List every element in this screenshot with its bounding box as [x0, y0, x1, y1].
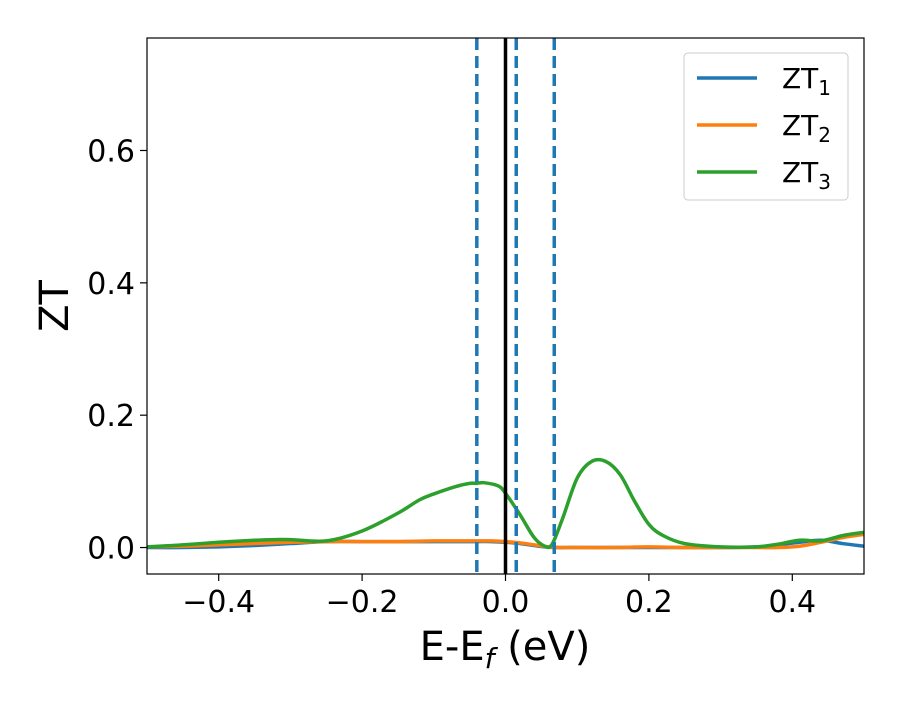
y-tick-label: 0.4: [87, 267, 135, 302]
plot-series-group: [147, 457, 864, 550]
y-axis: 0.0 0.2 0.4 0.6: [87, 134, 147, 567]
x-tick-label: 0.4: [768, 585, 816, 620]
legend-label-1: ZT1: [782, 62, 831, 100]
series-line-3: [147, 457, 864, 550]
x-tick-label: −0.2: [326, 585, 399, 620]
vertical-markers: [475, 38, 557, 574]
y-tick-label: 0.0: [87, 532, 135, 567]
x-tick-label: 0.2: [625, 585, 673, 620]
legend-frame: [683, 52, 849, 201]
y-axis-label: ZT: [32, 280, 78, 332]
legend-label-3: ZT3: [782, 156, 831, 194]
x-axis-label: E-Ef (eV): [420, 624, 591, 675]
y-tick-label: 0.6: [87, 134, 135, 169]
x-tick-label: 0.0: [482, 585, 530, 620]
legend: ZT1 ZT2 ZT3: [683, 52, 849, 201]
x-axis: −0.4 −0.2 0.0 0.2 0.4: [182, 574, 816, 620]
y-tick-label: 0.2: [87, 399, 135, 434]
x-tick-label: −0.4: [182, 585, 255, 620]
legend-label-2: ZT2: [782, 109, 831, 147]
